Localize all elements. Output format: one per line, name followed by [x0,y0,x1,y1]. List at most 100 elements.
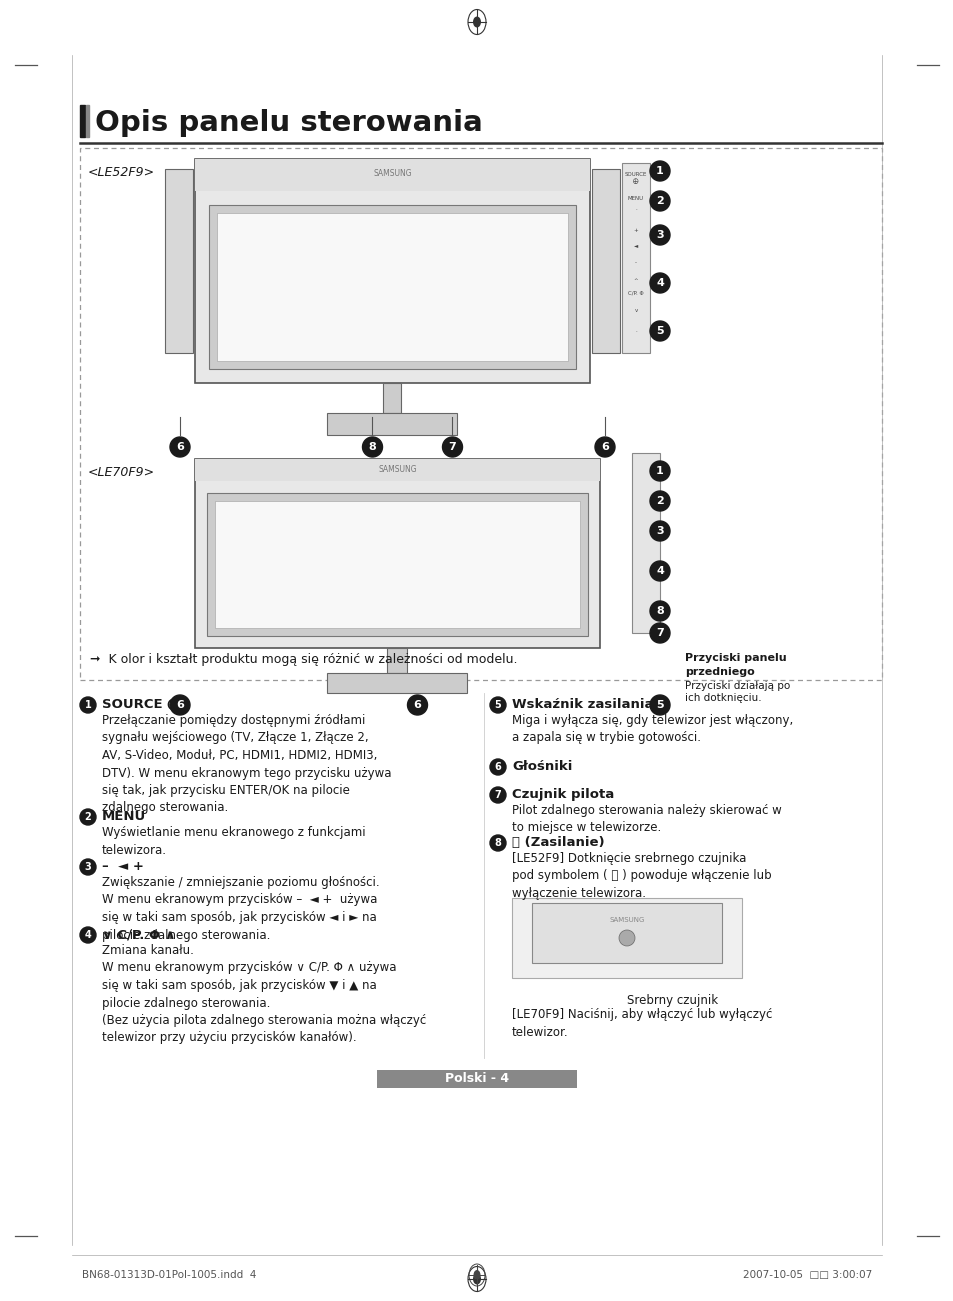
Bar [387,648,407,673]
Text: Miga i wyłącza się, gdy telewizor jest włączony,
a zapala się w trybie gotowości: Miga i wyłącza się, gdy telewizor jest w… [512,714,792,744]
Text: 4: 4 [85,930,91,941]
Text: ^: ^ [633,278,638,284]
Text: 6: 6 [600,442,608,451]
Circle shape [170,695,190,716]
Text: 8: 8 [656,606,663,615]
Text: .: . [635,328,637,333]
Bar [214,501,579,628]
Text: Przełączanie pomiędzy dostępnymi źródłami
sygnału wejściowego (TV, Złącze 1, Złą: Przełączanie pomiędzy dostępnymi źródłam… [102,714,391,814]
Bar [194,459,599,648]
Bar [216,213,567,360]
Circle shape [649,695,669,716]
Bar [621,163,649,353]
Circle shape [649,461,669,481]
Text: Zmiana kanału.
W menu ekranowym przycisków ∨ C/P. Φ ∧ używa
się w taki sam sposó: Zmiana kanału. W menu ekranowym przycisk… [102,945,426,1045]
Text: ⨁: ⨁ [633,178,639,183]
Text: 6: 6 [414,700,421,710]
Bar [532,903,721,963]
Text: 7: 7 [656,628,663,637]
Circle shape [649,623,669,643]
Bar [194,459,599,481]
Text: –  ◄ +: – ◄ + [102,860,144,873]
Text: ◄: ◄ [633,243,638,248]
Text: ich dotknięciu.: ich dotknięciu. [684,693,760,703]
Text: 3: 3 [85,863,91,872]
Circle shape [80,859,96,876]
Circle shape [407,695,427,716]
Bar [80,105,85,137]
Text: 8: 8 [368,442,376,451]
Text: .: . [635,207,637,212]
Bar [194,159,589,191]
Ellipse shape [473,17,480,27]
Text: MENU: MENU [627,195,643,200]
Ellipse shape [473,1270,480,1280]
Text: <LE52F9>: <LE52F9> [88,167,155,180]
Text: Zwiększanie / zmniejszanie poziomu głośności.
W menu ekranowym przycisków –  ◄ +: Zwiększanie / zmniejszanie poziomu głośn… [102,876,379,942]
Text: <LE70F9>: <LE70F9> [88,466,155,479]
Text: 3: 3 [656,526,663,536]
Bar [327,673,467,693]
Ellipse shape [473,1274,480,1284]
Text: SOURCE: SOURCE [624,173,646,177]
Text: BN68-01313D-01Pol-1005.indd  4: BN68-01313D-01Pol-1005.indd 4 [82,1270,256,1280]
Text: SAMSUNG: SAMSUNG [609,917,644,922]
Text: 1: 1 [656,167,663,176]
Circle shape [490,697,505,713]
Text: Wyświetlanie menu ekranowego z funkcjami
telewizora.: Wyświetlanie menu ekranowego z funkcjami… [102,826,365,856]
Text: 1: 1 [85,700,91,710]
Text: Przyciski panelu: Przyciski panelu [684,653,786,664]
Text: 2: 2 [656,496,663,506]
Bar [194,159,589,382]
Text: -: - [635,260,637,265]
Text: SAMSUNG: SAMSUNG [377,464,416,474]
Text: Czujnik pilota: Czujnik pilota [512,788,614,801]
Circle shape [362,437,382,457]
Text: 3: 3 [656,230,663,239]
Text: ∨ C/P. Φ ∧: ∨ C/P. Φ ∧ [102,928,175,941]
Circle shape [649,490,669,511]
Text: ⏻ (Zasilanie): ⏻ (Zasilanie) [512,837,604,850]
Circle shape [649,225,669,245]
Text: Polski - 4: Polski - 4 [444,1072,509,1085]
Text: 2007-10-05  □□ 3:00:07: 2007-10-05 □□ 3:00:07 [742,1270,871,1280]
Text: 8: 8 [494,838,501,848]
Text: Srebrny czujnik: Srebrny czujnik [626,994,718,1007]
Text: 5: 5 [656,700,663,710]
Bar [165,169,193,353]
Text: 5: 5 [656,327,663,336]
Circle shape [649,191,669,211]
Text: 6: 6 [176,700,184,710]
Circle shape [490,787,505,803]
Circle shape [80,697,96,713]
Bar [631,453,659,634]
Circle shape [649,161,669,181]
Text: 7: 7 [448,442,456,451]
Text: 6: 6 [176,442,184,451]
Bar [209,206,576,369]
Text: Przyciski działają po: Przyciski działają po [684,680,789,691]
Text: 2: 2 [656,196,663,206]
Text: 5: 5 [494,700,501,710]
Circle shape [170,437,190,457]
Circle shape [442,437,462,457]
Bar [80,148,882,680]
Text: 7: 7 [494,790,501,800]
Text: ➞  K olor i kształt produktu mogą się różnić w zależności od modelu.: ➞ K olor i kształt produktu mogą się róż… [90,653,517,666]
Text: 4: 4 [656,566,663,576]
Circle shape [490,758,505,775]
Circle shape [595,437,615,457]
Bar [207,493,587,636]
Text: C/P. Φ: C/P. Φ [627,290,643,295]
Text: [LE52F9] Dotknięcie srebrnego czujnika
pod symbolem ( ⏻ ) powoduje włączenie lub: [LE52F9] Dotknięcie srebrnego czujnika p… [512,852,771,900]
Text: [LE70F9] Naciśnij, aby włączyć lub wyłączyć
telewizor.: [LE70F9] Naciśnij, aby włączyć lub wyłąc… [512,1008,772,1038]
Text: SOURCE ⨁: SOURCE ⨁ [102,699,180,712]
Circle shape [649,561,669,582]
Bar [512,898,741,978]
Bar [327,412,457,435]
Text: Pilot zdalnego sterowania należy skierować w
to miejsce w telewizorze.: Pilot zdalnego sterowania należy skierow… [512,804,781,834]
Bar [86,105,89,137]
Circle shape [80,928,96,943]
Text: przedniego: przedniego [684,667,754,677]
Circle shape [490,835,505,851]
